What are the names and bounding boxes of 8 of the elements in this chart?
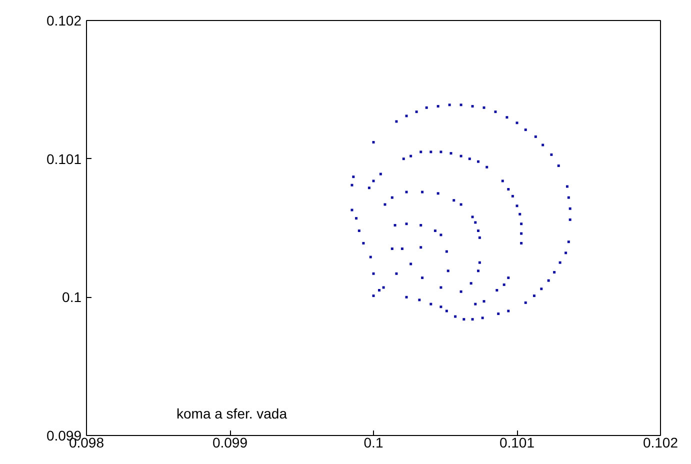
- annotation: koma a sfer. vada: [176, 406, 288, 422]
- y-tick-label: 0.102: [46, 12, 82, 28]
- x-tick-label: 0.099: [212, 434, 248, 450]
- x-tick-label: 0.102: [642, 434, 678, 450]
- x-tick-label: 0.101: [499, 434, 535, 450]
- x-tick-label: 0.1: [364, 434, 384, 450]
- y-tick-label: 0.1: [62, 289, 82, 306]
- y-tick-label: 0.101: [46, 150, 82, 167]
